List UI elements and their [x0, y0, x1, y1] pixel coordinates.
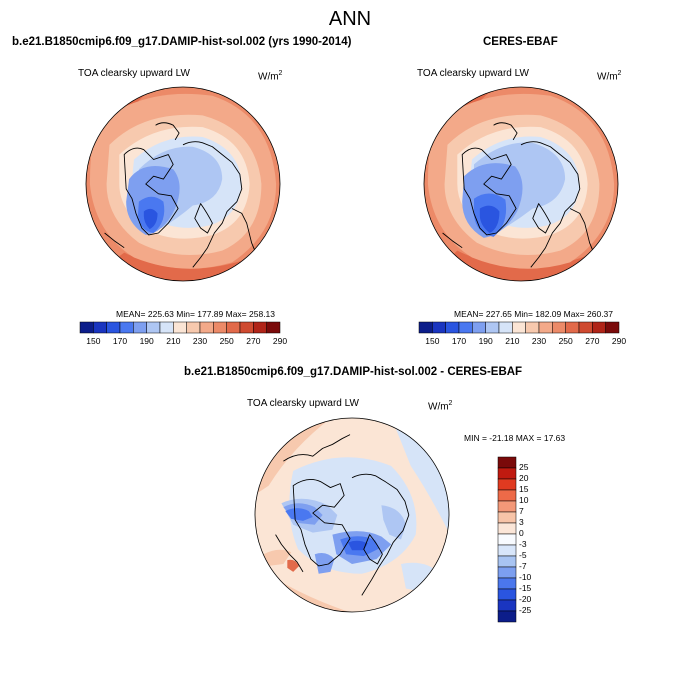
colorbar-tick-label: 150 [86, 336, 101, 346]
colorbar-swatch [432, 321, 446, 334]
colorbar-swatch [418, 321, 433, 334]
colorbar-tick-label: 210 [166, 336, 181, 346]
colorbar-swatch [605, 321, 620, 334]
colorbar-tick-label: 190 [139, 336, 154, 346]
colorbar-swatch [578, 321, 593, 334]
colorbar-swatch [79, 321, 94, 334]
panel-1-colorbar [79, 321, 281, 334]
panel-1-polar-map [85, 86, 281, 282]
panel-1-variable-label: TOA clearsky upward LW [78, 68, 190, 79]
colorbar-swatch [592, 321, 606, 334]
colorbar-swatch [497, 500, 517, 513]
colorbar-tick-label: 250 [219, 336, 234, 346]
colorbar-swatch [497, 566, 517, 579]
colorbar-swatch [497, 555, 517, 568]
colorbar-swatch [472, 321, 486, 334]
colorbar-swatch [186, 321, 201, 334]
panel-3-title: b.e21.B1850cmip6.f09_g17.DAMIP-hist-sol.… [184, 366, 523, 378]
colorbar-tick-label: 3 [519, 517, 524, 527]
colorbar-swatch [119, 321, 134, 334]
colorbar-tick-label: 270 [585, 336, 600, 346]
colorbar-swatch [226, 321, 241, 334]
colorbar-tick-label: 250 [558, 336, 573, 346]
colorbar-tick-label: 230 [192, 336, 208, 346]
colorbar-tick-label: 20 [519, 473, 529, 483]
panel-3-units: W/m2 [428, 400, 453, 413]
colorbar-tick-label: -10 [519, 572, 532, 582]
colorbar-tick-label: 290 [272, 336, 288, 346]
colorbar-tick-label: 230 [531, 336, 547, 346]
colorbar-swatch [497, 544, 517, 557]
panel-2-colorbar [418, 321, 620, 334]
colorbar-tick-label: 25 [519, 462, 529, 472]
colorbar-swatch [133, 321, 147, 334]
colorbar-swatch [512, 321, 526, 334]
colorbar-tick-label: 150 [425, 336, 440, 346]
colorbar-tick-label: -5 [519, 550, 527, 560]
colorbar-swatch [485, 321, 500, 334]
colorbar-swatch [538, 321, 553, 334]
panel-2-stats: MEAN= 227.65 Min= 182.09 Max= 260.37 [454, 309, 614, 319]
colorbar-swatch [497, 533, 517, 546]
colorbar-swatch [266, 321, 281, 334]
colorbar-swatch [497, 478, 517, 491]
panel-1-title: b.e21.B1850cmip6.f09_g17.DAMIP-hist-sol.… [12, 36, 352, 48]
colorbar-swatch [458, 321, 473, 334]
colorbar-tick-label: 190 [478, 336, 493, 346]
colorbar-tick-label: -25 [519, 605, 532, 615]
colorbar-tick-label: 7 [519, 506, 524, 516]
colorbar-swatch [239, 321, 254, 334]
colorbar-swatch [497, 467, 517, 480]
colorbar-swatch [146, 321, 161, 334]
panel-2-units: W/m2 [597, 70, 622, 83]
colorbar-swatch [525, 321, 540, 334]
colorbar-tick-label: 10 [519, 495, 529, 505]
colorbar-tick-label: -7 [519, 561, 527, 571]
colorbar-tick-label: 15 [519, 484, 529, 494]
colorbar-swatch [445, 321, 460, 334]
colorbar-swatch [497, 522, 517, 535]
colorbar-swatch [93, 321, 107, 334]
colorbar-tick-label: 290 [611, 336, 627, 346]
colorbar-tick-label: -3 [519, 539, 527, 549]
colorbar-tick-label: 270 [246, 336, 261, 346]
colorbar-swatch [159, 321, 174, 334]
colorbar-swatch [106, 321, 121, 334]
colorbar-tick-label: -15 [519, 583, 532, 593]
colorbar-swatch [497, 511, 517, 524]
colorbar-swatch [497, 577, 517, 590]
colorbar-tick-label: 170 [451, 336, 467, 346]
panel-1-units: W/m2 [258, 70, 283, 83]
panel-3-stats: MIN = -21.18 MAX = 17.63 [464, 433, 566, 443]
panel-3-colorbar [497, 456, 517, 623]
colorbar-swatch [497, 588, 517, 601]
colorbar-swatch [565, 321, 580, 334]
colorbar-tick-label: 0 [519, 528, 524, 538]
panel-3-variable-label: TOA clearsky upward LW [247, 398, 359, 409]
colorbar-tick-label: -20 [519, 594, 532, 604]
colorbar-swatch [199, 321, 214, 334]
main-title: ANN [328, 8, 372, 30]
panel-3-polar-map [254, 417, 450, 613]
colorbar-swatch [497, 599, 517, 612]
panel-2-title: CERES-EBAF [483, 36, 558, 48]
colorbar-swatch [497, 456, 517, 469]
colorbar-swatch [173, 321, 187, 334]
panel-2-polar-map [423, 86, 619, 282]
colorbar-swatch [497, 489, 517, 502]
colorbar-swatch [498, 321, 513, 334]
panel-2-variable-label: TOA clearsky upward LW [417, 68, 529, 79]
panel-1-stats: MEAN= 225.63 Min= 177.89 Max= 258.13 [116, 309, 276, 319]
colorbar-swatch [552, 321, 566, 334]
colorbar-swatch [253, 321, 267, 334]
colorbar-tick-label: 170 [112, 336, 128, 346]
colorbar-swatch [497, 610, 517, 623]
colorbar-tick-label: 210 [505, 336, 520, 346]
colorbar-swatch [213, 321, 227, 334]
